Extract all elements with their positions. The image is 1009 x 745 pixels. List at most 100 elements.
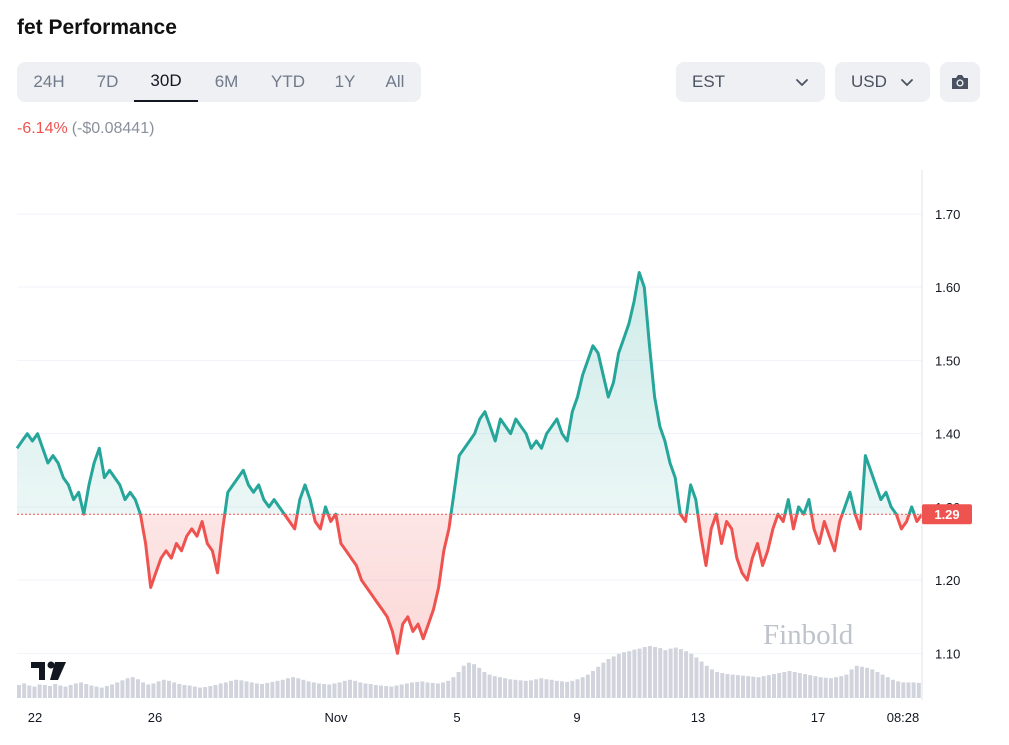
volume-bar	[104, 686, 109, 698]
volume-bar	[539, 678, 544, 698]
volume-bar	[528, 680, 533, 698]
currency-select[interactable]: USD	[835, 62, 930, 102]
volume-bar	[322, 683, 327, 698]
volume-bar	[446, 680, 451, 698]
volume-bar	[777, 673, 782, 698]
y-tick-label: 1.70	[935, 207, 960, 222]
volume-bar	[518, 680, 523, 698]
range-7d-button[interactable]: 7D	[96, 72, 119, 91]
volume-bar	[441, 682, 446, 698]
volume-bar	[627, 651, 632, 698]
range-1y-button[interactable]: 1Y	[334, 72, 356, 91]
volume-bar	[275, 680, 280, 698]
volume-bar	[327, 684, 332, 698]
camera-icon	[952, 75, 968, 89]
range-24h-button[interactable]: 24H	[33, 72, 65, 91]
volume-bar	[544, 679, 549, 698]
volume-bar	[632, 649, 637, 698]
volume-bar	[782, 672, 787, 698]
volume-bar	[560, 681, 564, 698]
volume-bar	[606, 659, 611, 698]
area-above-baseline	[17, 272, 922, 515]
volume-bar	[694, 657, 699, 698]
change-absolute: (-$0.08441)	[71, 120, 155, 137]
volume-bar	[68, 685, 73, 698]
volume-bar	[792, 672, 797, 698]
volume-bar	[42, 685, 47, 698]
volume-bar	[653, 647, 658, 698]
volume-bar	[704, 665, 709, 698]
volume-bar	[125, 678, 130, 698]
volume-bar	[503, 678, 508, 698]
volume-bar	[229, 680, 233, 698]
range-all-button[interactable]: All	[385, 72, 405, 91]
volume-bar	[27, 685, 32, 698]
volume-bar	[22, 683, 27, 698]
volume-bar	[368, 683, 373, 698]
volume-bar	[99, 687, 104, 698]
volume-bar	[208, 686, 213, 698]
volume-bar	[497, 677, 502, 698]
volume-bar	[570, 680, 575, 698]
volume-bar	[859, 666, 864, 698]
volume-bar	[254, 683, 259, 698]
volume-bar	[797, 673, 802, 698]
grid-lines	[17, 213, 922, 654]
change-percent: -6.14%	[17, 120, 68, 137]
volume-bar	[906, 682, 911, 698]
volume-bar	[513, 679, 518, 698]
volume-bar	[296, 678, 301, 698]
volume-bar	[430, 682, 435, 698]
volume-bar	[161, 679, 166, 698]
volume-bar	[404, 683, 409, 698]
volume-bar	[818, 677, 823, 698]
volume-bars	[17, 646, 921, 698]
volume-bar	[746, 676, 751, 698]
finbold-watermark: Finbold	[763, 619, 854, 651]
volume-bar	[146, 684, 151, 698]
range-6m-button[interactable]: 6M	[214, 72, 239, 91]
price-chart[interactable]: 1.701.601.501.401.301.201.10 2226Nov5913…	[0, 160, 1009, 745]
volume-bar	[844, 674, 849, 698]
volume-bar	[549, 679, 554, 698]
area-below-baseline	[140, 514, 922, 654]
screenshot-button[interactable]	[940, 62, 980, 102]
volume-bar	[678, 649, 683, 698]
range-ytd-button[interactable]: YTD	[271, 72, 305, 91]
volume-bar	[337, 682, 342, 698]
x-tick-label: 5	[453, 710, 460, 725]
x-tick-label: 26	[148, 710, 162, 725]
volume-bar	[311, 682, 316, 698]
volume-bar	[766, 675, 771, 698]
volume-bar	[306, 681, 311, 698]
volume-bar	[425, 682, 430, 698]
volume-bar	[663, 650, 668, 698]
volume-bar	[689, 653, 694, 698]
volume-bar	[435, 683, 440, 698]
volume-bar	[647, 646, 652, 698]
volume-bar	[616, 653, 621, 698]
volume-bar	[813, 676, 818, 698]
volume-bar	[658, 648, 663, 698]
x-tick-label: 9	[573, 710, 580, 725]
timezone-select[interactable]: EST	[676, 62, 825, 102]
volume-bar	[358, 682, 363, 698]
volume-bar	[715, 672, 720, 698]
volume-bar	[611, 656, 616, 698]
volume-bar	[642, 647, 647, 698]
volume-bar	[823, 677, 828, 698]
x-tick-label: Nov	[324, 710, 348, 725]
range-30d-button[interactable]: 30D	[134, 62, 198, 102]
volume-bar	[353, 680, 358, 698]
volume-bar	[332, 683, 337, 698]
volume-bar	[73, 683, 78, 698]
x-tick-label: 13	[691, 710, 705, 725]
volume-bar	[166, 680, 171, 698]
volume-bar	[622, 652, 627, 698]
volume-bar	[482, 672, 487, 698]
volume-bar	[601, 662, 606, 698]
volume-bar	[172, 682, 177, 698]
price-line-up	[15, 271, 923, 515]
volume-bar	[363, 683, 368, 698]
volume-bar	[684, 651, 689, 698]
